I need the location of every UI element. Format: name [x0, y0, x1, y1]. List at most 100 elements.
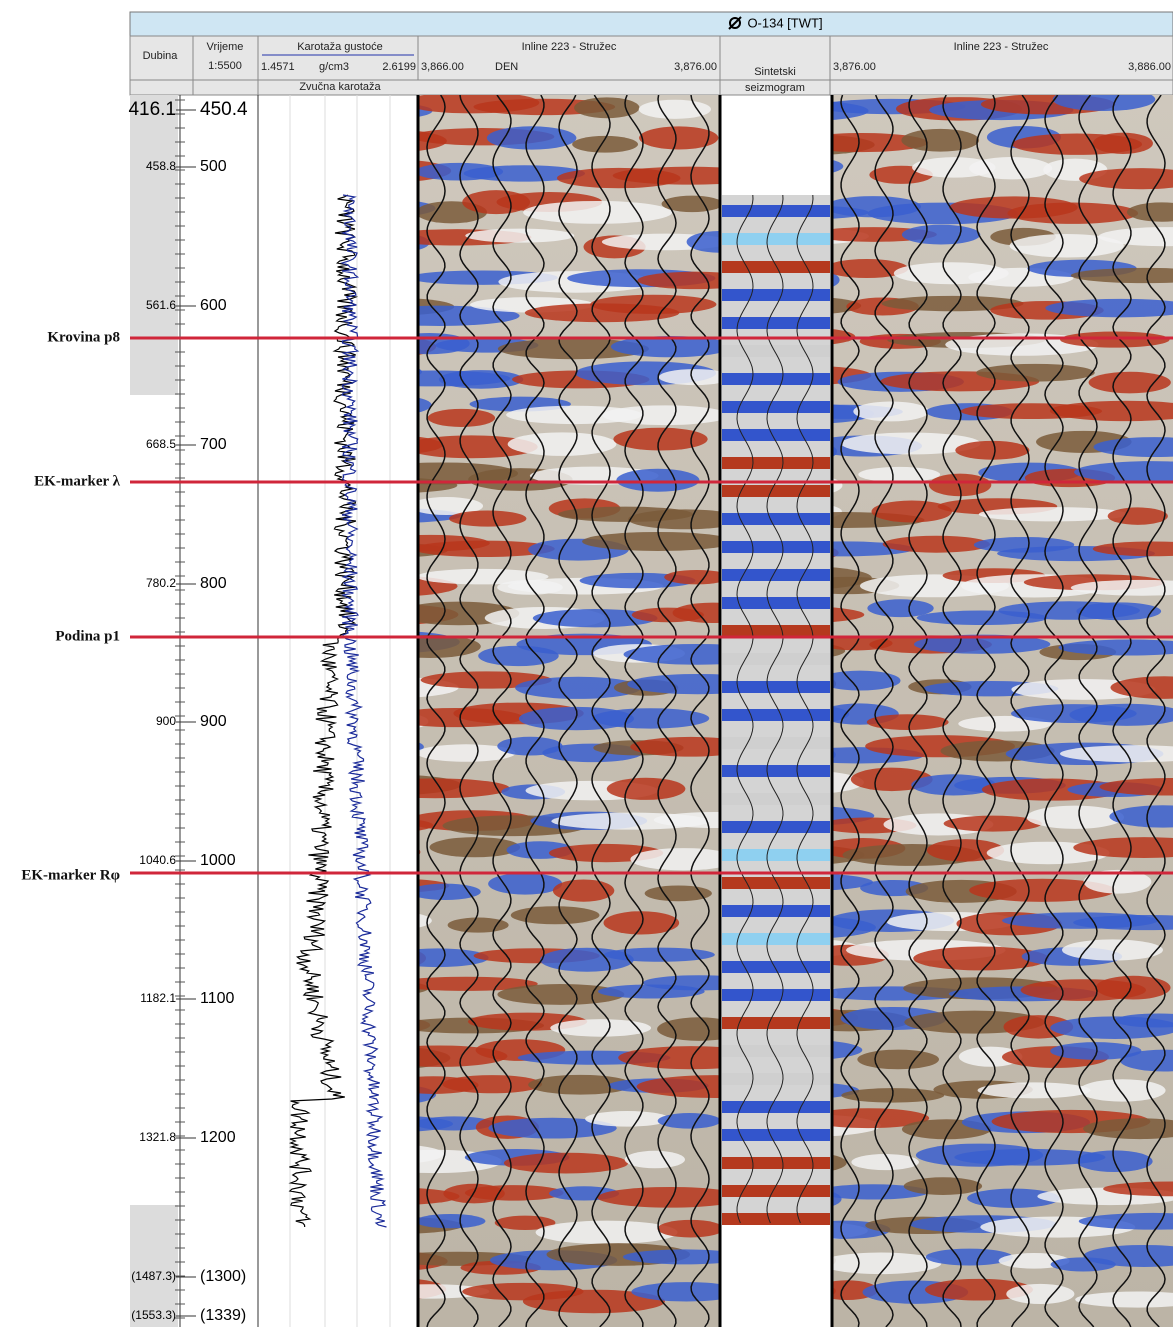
seismic-event [924, 1278, 1034, 1301]
inline-right-to: 3,886.00 [1128, 61, 1171, 73]
synthetic-band [722, 1101, 830, 1113]
wiggle-trace [624, 95, 644, 1327]
synthetic-band [722, 401, 830, 413]
seismic-event [857, 1049, 940, 1070]
synthetic-band [722, 1157, 830, 1169]
inline-left-to: 3,876.00 [674, 61, 717, 73]
seismic-event [429, 837, 521, 858]
synthetic-trace [766, 195, 784, 1224]
seismic-event [535, 1220, 678, 1245]
seismic-event [1050, 1042, 1142, 1060]
seismic-event [639, 126, 719, 150]
wiggle-trace [1146, 95, 1166, 1327]
seismic-event [832, 159, 844, 173]
header-bar [129, 11, 1173, 37]
seismic-event [925, 1248, 1013, 1266]
seismic-event [1095, 975, 1171, 1000]
seismic-event [622, 1249, 720, 1265]
seismic-event [418, 778, 510, 799]
wiggle-trace [492, 95, 512, 1327]
seismic-event [1045, 298, 1173, 318]
wiggle-trace [874, 95, 894, 1327]
time-label: 600 [200, 297, 227, 314]
seismic-event [1073, 915, 1173, 931]
seismic-event [976, 363, 1095, 382]
time-label: 900 [200, 713, 227, 730]
time-label: 1100 [200, 990, 235, 1007]
seismic-event [1107, 507, 1168, 525]
synthetic-band [722, 849, 830, 861]
depth-header: Dubina [143, 50, 179, 62]
seismic-event [628, 509, 720, 530]
seismic-event [978, 507, 1128, 522]
seismic-event [427, 408, 496, 427]
depth-label: 1182.1 [140, 991, 176, 1005]
logs [288, 194, 387, 1228]
seismic-event [613, 427, 708, 451]
synthetic-band [722, 877, 830, 889]
inline-right-header: Inline 223 - Stružec [954, 41, 1049, 53]
seismic-event [1092, 132, 1153, 154]
wiggle-trace [1112, 95, 1132, 1327]
column-header [129, 35, 1173, 96]
seismic-event [630, 848, 720, 871]
synthetic-band [722, 625, 830, 637]
seismic-event [618, 1046, 720, 1070]
synthetic-band [722, 765, 830, 777]
seismic-event [1079, 168, 1173, 190]
seismic-event [523, 200, 673, 224]
seismic-event [522, 1289, 665, 1314]
seismic-event [603, 911, 680, 935]
seismic-event [955, 440, 1030, 460]
wiggle-trace [1044, 95, 1064, 1327]
synthetic-band [722, 681, 830, 693]
seismic-event [465, 228, 575, 243]
wiggle-trace [942, 95, 962, 1327]
time-label: 800 [200, 575, 227, 592]
seismic-event [418, 1116, 494, 1131]
seismic-event [913, 946, 1049, 971]
synthetic-trace [736, 195, 754, 1224]
seismic-event [585, 1110, 670, 1127]
seismic-event [1083, 1244, 1173, 1268]
inline-left-from: 3,866.00 [421, 61, 464, 73]
seismic-event [832, 272, 840, 288]
seismic-event [612, 166, 720, 185]
seismic-event [1098, 227, 1173, 247]
seismic-event [606, 777, 686, 800]
density-header: Karotaža gustoće [297, 41, 383, 53]
depth-label: 458.8 [146, 159, 176, 173]
time-label: 1200 [200, 1129, 236, 1146]
seismic-event [858, 466, 941, 483]
seismic-event [1083, 1118, 1173, 1140]
seismic-event [1026, 805, 1125, 829]
seismic-event [1059, 331, 1170, 348]
seismic-event [661, 195, 720, 213]
synthetic-panel [722, 195, 830, 1225]
seismic-event [510, 906, 600, 925]
seismic-event [631, 1282, 720, 1302]
seismic-event [954, 1148, 1106, 1166]
time-header: Vrijeme [207, 41, 244, 53]
seismic-event [969, 157, 1053, 180]
seismic-event [901, 224, 981, 245]
synthetic-band [722, 653, 830, 665]
synthetic-band [722, 961, 830, 973]
time-label: (1300) [200, 1268, 246, 1285]
synthetic-band [722, 513, 830, 525]
wiggle-trace [1010, 95, 1030, 1327]
density-max: 2.6199 [382, 61, 416, 73]
synthetic-band [722, 933, 830, 945]
time-label: 700 [200, 436, 227, 453]
seismic-event [882, 535, 991, 553]
synthetic-band [722, 569, 830, 581]
seismic-event [1083, 869, 1152, 894]
depth-label: (1553.3) [131, 1308, 176, 1322]
seismic-event [418, 983, 429, 994]
seismic-event [1006, 1283, 1075, 1305]
seismic-event [1058, 639, 1173, 656]
depth-label: 416.1 [128, 99, 176, 120]
wiggle-trace [426, 95, 446, 1327]
wiggle-trace [908, 95, 928, 1327]
synthetic-band [722, 905, 830, 917]
